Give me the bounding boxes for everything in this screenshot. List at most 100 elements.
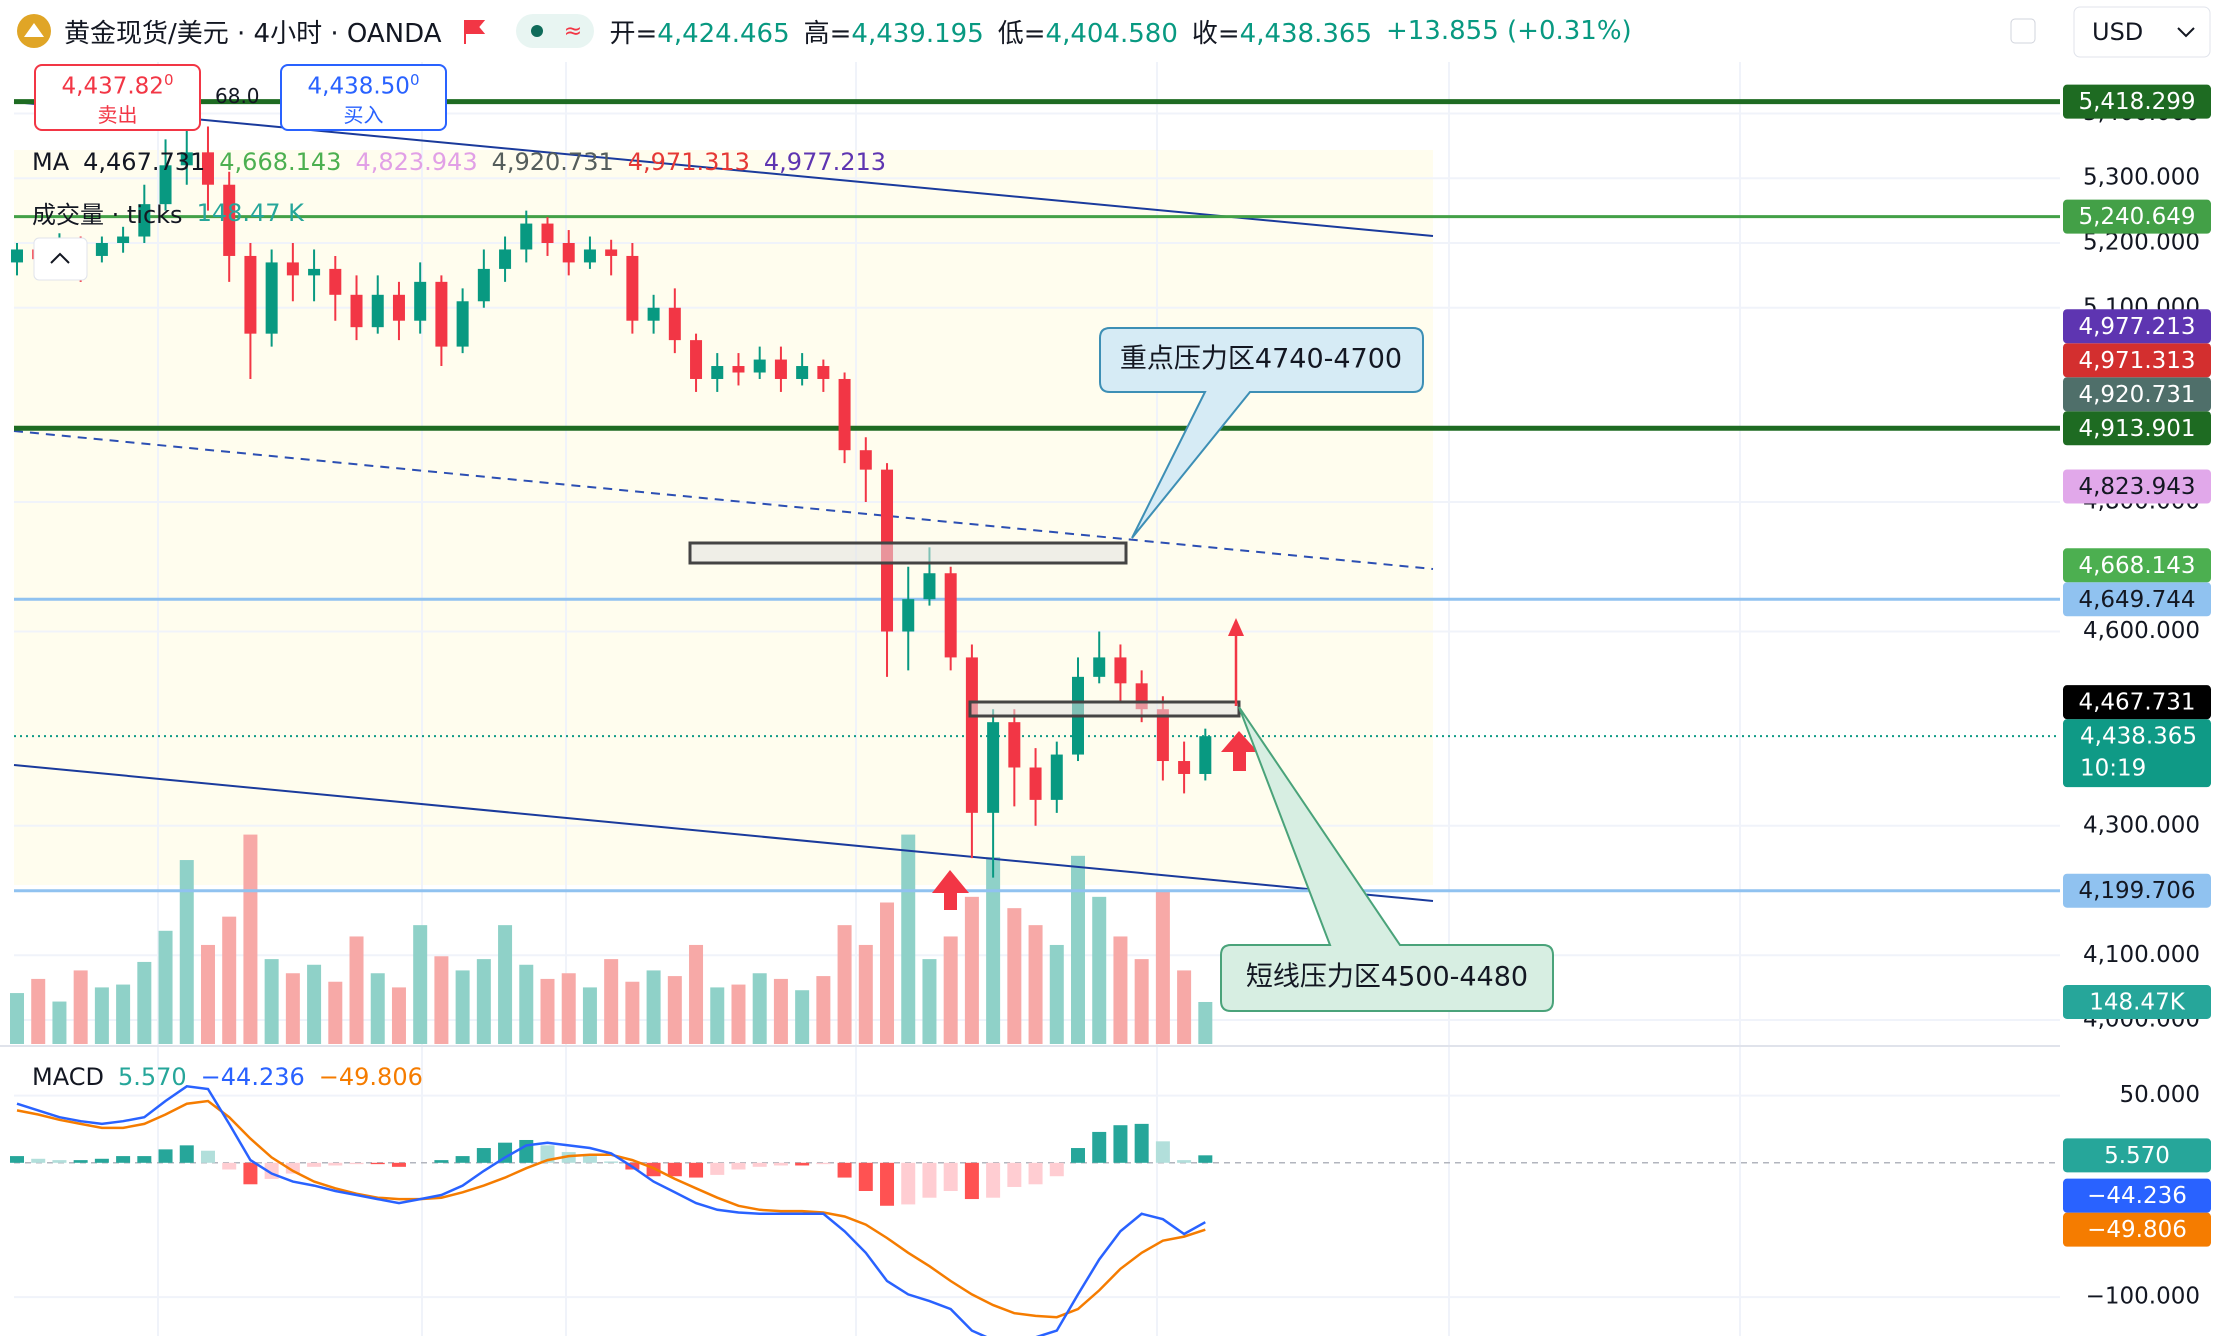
macd-hist	[328, 1162, 343, 1166]
change: +13.855 (+0.31%)	[1385, 16, 1632, 46]
price-tag	[2063, 377, 2211, 412]
sell-price: 4,437.82	[61, 73, 164, 100]
collapse-button[interactable]	[33, 237, 88, 281]
icon-button[interactable]	[2010, 18, 2036, 44]
volume-bar	[31, 978, 46, 1044]
resistance-box	[688, 541, 1128, 565]
arrow-head	[1228, 618, 1244, 636]
ma-value: 4,467.731	[83, 148, 206, 176]
ohlc-item: 低=4,404.580	[998, 13, 1178, 50]
macd-hist	[795, 1162, 810, 1166]
macd-hist	[498, 1142, 513, 1163]
volume-bar	[73, 970, 88, 1044]
spread: 68.0	[215, 84, 260, 108]
y-tick-label: −100.000	[2086, 1284, 2200, 1310]
volume-bar	[498, 925, 513, 1044]
price-tag-label: 4,438.365	[2080, 724, 2197, 750]
channel-top	[13, 101, 1434, 237]
candle-body	[180, 152, 193, 166]
volume-bar	[137, 961, 152, 1044]
macd-hist	[476, 1148, 491, 1163]
volume-bar	[561, 973, 576, 1044]
volume-bar	[1198, 1001, 1213, 1044]
ohlc-value: 4,438.365	[1239, 18, 1372, 49]
candle-body	[1050, 754, 1063, 800]
volume-bar	[964, 896, 979, 1044]
ohlc-item: 高=4,439.195	[804, 13, 984, 50]
chevron-icon	[50, 252, 70, 264]
macd-hist	[349, 1162, 364, 1165]
ma-value: 4,977.213	[763, 148, 887, 176]
macd-hist	[116, 1156, 131, 1163]
candle-body	[477, 268, 490, 302]
price-tag-label: 4,823.943	[2078, 474, 2195, 500]
price-tag	[2063, 469, 2211, 504]
ma-value: 4,920.731	[491, 148, 614, 176]
volume-bar	[264, 959, 279, 1044]
volume-bar	[222, 916, 237, 1044]
candle-body	[817, 366, 830, 379]
macd-hist	[285, 1162, 300, 1174]
y-tick-label: 4,300.000	[2083, 812, 2200, 838]
price-tag	[2063, 548, 2211, 583]
candle-body	[732, 366, 745, 373]
volume-bar	[434, 956, 449, 1044]
candle-body	[690, 340, 703, 379]
candle-body	[944, 573, 957, 658]
ohlc-item: 收=4,438.365	[1192, 13, 1372, 50]
sell-button[interactable]: 4,437.820 卖出	[34, 64, 201, 131]
volume-bar	[773, 978, 788, 1044]
price-tag-label: 4,649.744	[2078, 587, 2195, 613]
volume-bar	[200, 944, 215, 1044]
volume-bar	[986, 857, 1001, 1044]
buy-button[interactable]: 4,438.500 买入	[280, 64, 447, 131]
macd-hist	[158, 1149, 173, 1163]
ma-value: 4,971.313	[627, 148, 750, 176]
macd-hist	[1007, 1162, 1022, 1187]
price-tag	[2063, 84, 2211, 119]
macd-hist	[561, 1152, 576, 1163]
volume-bar	[943, 936, 958, 1044]
y-tick-label: 5,300.000	[2083, 165, 2200, 191]
resistance-box	[968, 700, 1241, 718]
candle-body	[286, 262, 299, 276]
price-tag	[2063, 582, 2211, 617]
price-tag-label: 5,240.649	[2078, 204, 2195, 230]
ma-label: MA	[32, 148, 70, 176]
volume-bar	[370, 973, 385, 1044]
ohlc-value: 4,404.580	[1045, 18, 1178, 49]
price-tag	[2063, 1138, 2211, 1173]
status-pill[interactable]: ≈	[515, 13, 595, 49]
candle-body	[1199, 736, 1212, 774]
flag-icon[interactable]	[459, 16, 489, 46]
price-tag-label: 5.570	[2104, 1143, 2170, 1169]
macd-value: 5.570	[117, 1063, 187, 1091]
ohlc-label: 收=	[1191, 18, 1240, 49]
trend-dashed	[13, 430, 1434, 570]
highlight-zone	[14, 150, 1433, 885]
macd-dif-line	[16, 1084, 1206, 1336]
volume-bar	[837, 925, 852, 1044]
macd-hist	[710, 1162, 725, 1175]
volume-bar	[858, 944, 873, 1044]
ma-value: 4,823.943	[355, 148, 478, 176]
volume-bar	[625, 981, 640, 1044]
macd-dea-line	[16, 1099, 1206, 1319]
macd-hist	[137, 1156, 152, 1163]
candle-body	[1178, 761, 1191, 774]
candle-body	[774, 359, 787, 379]
volume-value: 148.47 K	[196, 198, 304, 227]
volume-bar	[413, 925, 428, 1044]
header: 黄金现货/美元 · 4小时 · OANDA ≈ 开=4,424.465 高=4,4…	[0, 0, 2218, 62]
volume-bar	[1155, 891, 1170, 1044]
macd-hist	[455, 1156, 470, 1163]
ohlc-label: 低=	[997, 18, 1046, 49]
volume-bar	[52, 1001, 67, 1044]
macd-hist	[964, 1162, 979, 1200]
currency-select[interactable]	[2073, 6, 2211, 58]
y-tick-label: 5,200.000	[2083, 229, 2200, 255]
candle-body	[711, 366, 724, 379]
price-tag-label: 4,913.901	[2078, 416, 2195, 442]
candle-body	[265, 262, 278, 334]
